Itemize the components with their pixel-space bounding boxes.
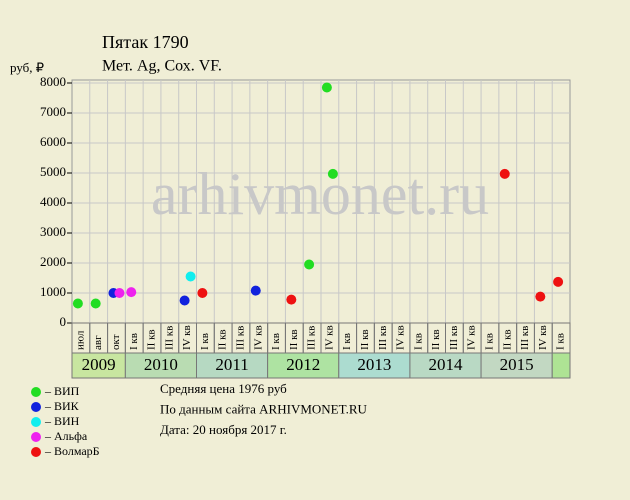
data-point xyxy=(90,298,101,309)
x-tick-label: II кв xyxy=(501,329,513,350)
watermark: arhivmonet.ru xyxy=(151,161,489,227)
chart-title: Пятак 1790 xyxy=(102,32,189,52)
year-cell xyxy=(409,352,482,379)
y-tick-label: 1000 xyxy=(40,284,66,299)
year-cell xyxy=(551,352,571,379)
x-tick-label: II кв xyxy=(430,329,442,350)
x-tick-label: II кв xyxy=(146,329,158,350)
x-tick-label: II кв xyxy=(288,329,300,350)
legend-marker xyxy=(31,432,41,442)
chart-subtitle: Мет. Ag, Сох. VF. xyxy=(102,58,222,75)
data-point xyxy=(197,288,208,298)
year-label: 2015 xyxy=(500,355,534,374)
x-tick-label: III кв xyxy=(519,326,531,350)
x-tick-label: IV кв xyxy=(323,325,335,350)
x-tick-label: IV кв xyxy=(395,325,407,350)
data-point xyxy=(327,168,338,179)
x-tick-label: III кв xyxy=(306,326,318,350)
y-tick-label: 7000 xyxy=(40,104,66,119)
year-label: 2012 xyxy=(286,355,320,374)
legend-marker xyxy=(31,417,41,427)
x-tick-label: IV кв xyxy=(252,325,264,350)
year-cell xyxy=(267,352,340,379)
y-tick-label: 8000 xyxy=(40,74,66,89)
x-tick-label: июл xyxy=(74,330,86,350)
x-tick-label: I кв xyxy=(270,333,282,350)
x-tick-label: окт xyxy=(110,334,122,350)
x-tick-label: I кв xyxy=(412,333,424,350)
data-point xyxy=(126,287,137,298)
year-cell xyxy=(71,352,126,379)
data-point xyxy=(250,285,261,296)
data-point xyxy=(72,298,83,309)
x-tick-label: III кв xyxy=(448,326,460,350)
x-tick-label: I кв xyxy=(483,333,495,350)
year-cell xyxy=(124,352,197,379)
x-tick-label: I кв xyxy=(199,333,211,350)
legend-marker xyxy=(31,387,41,397)
legend-label: – ВИН xyxy=(44,414,80,428)
year-label: 2014 xyxy=(429,355,464,374)
note: Средняя цена 1976 руб xyxy=(160,381,287,396)
year-label: 2009 xyxy=(82,355,116,374)
y-tick-label: 6000 xyxy=(40,134,66,149)
year-label: 2010 xyxy=(144,355,178,374)
legend-label: – ВолмарБ xyxy=(44,444,100,458)
year-cell xyxy=(338,352,411,379)
y-axis-label: руб, ₽ xyxy=(10,60,44,75)
y-tick-label: 2000 xyxy=(40,254,66,269)
data-point xyxy=(535,291,546,302)
x-tick-label: I кв xyxy=(555,333,567,350)
note: Дата: 20 ноября 2017 г. xyxy=(160,422,287,437)
x-tick-label: II кв xyxy=(359,329,371,350)
data-point xyxy=(553,276,564,287)
legend-label: – ВИК xyxy=(44,399,80,413)
data-point xyxy=(185,271,196,282)
data-point xyxy=(286,294,297,305)
x-tick-label: IV кв xyxy=(466,325,478,350)
year-label: 2011 xyxy=(215,355,248,374)
data-point xyxy=(114,288,125,298)
x-tick-label: III кв xyxy=(234,326,246,350)
note: По данным сайта ARHIVMONET.RU xyxy=(160,401,368,416)
legend-marker xyxy=(31,447,41,457)
y-tick-label: 4000 xyxy=(40,194,66,209)
y-tick-label: 5000 xyxy=(40,164,66,179)
x-tick-label: IV кв xyxy=(537,325,549,350)
legend-label: – Альфа xyxy=(44,429,88,443)
year-cell xyxy=(196,352,269,379)
data-point xyxy=(499,168,510,179)
x-tick-label: IV кв xyxy=(181,325,193,350)
year-label: 2013 xyxy=(357,355,391,374)
x-tick-label: авг xyxy=(92,335,104,350)
x-tick-label: III кв xyxy=(377,326,389,350)
data-point xyxy=(179,295,190,306)
x-tick-label: I кв xyxy=(341,333,353,350)
legend-marker xyxy=(31,402,41,412)
legend-label: – ВИП xyxy=(44,384,80,398)
x-tick-label: III кв xyxy=(163,326,175,350)
x-tick-label: I кв xyxy=(128,333,140,350)
data-point xyxy=(304,259,315,270)
y-tick-label: 0 xyxy=(60,314,67,329)
y-tick-label: 3000 xyxy=(40,224,66,239)
data-point xyxy=(321,82,332,93)
x-tick-label: II кв xyxy=(217,329,229,350)
